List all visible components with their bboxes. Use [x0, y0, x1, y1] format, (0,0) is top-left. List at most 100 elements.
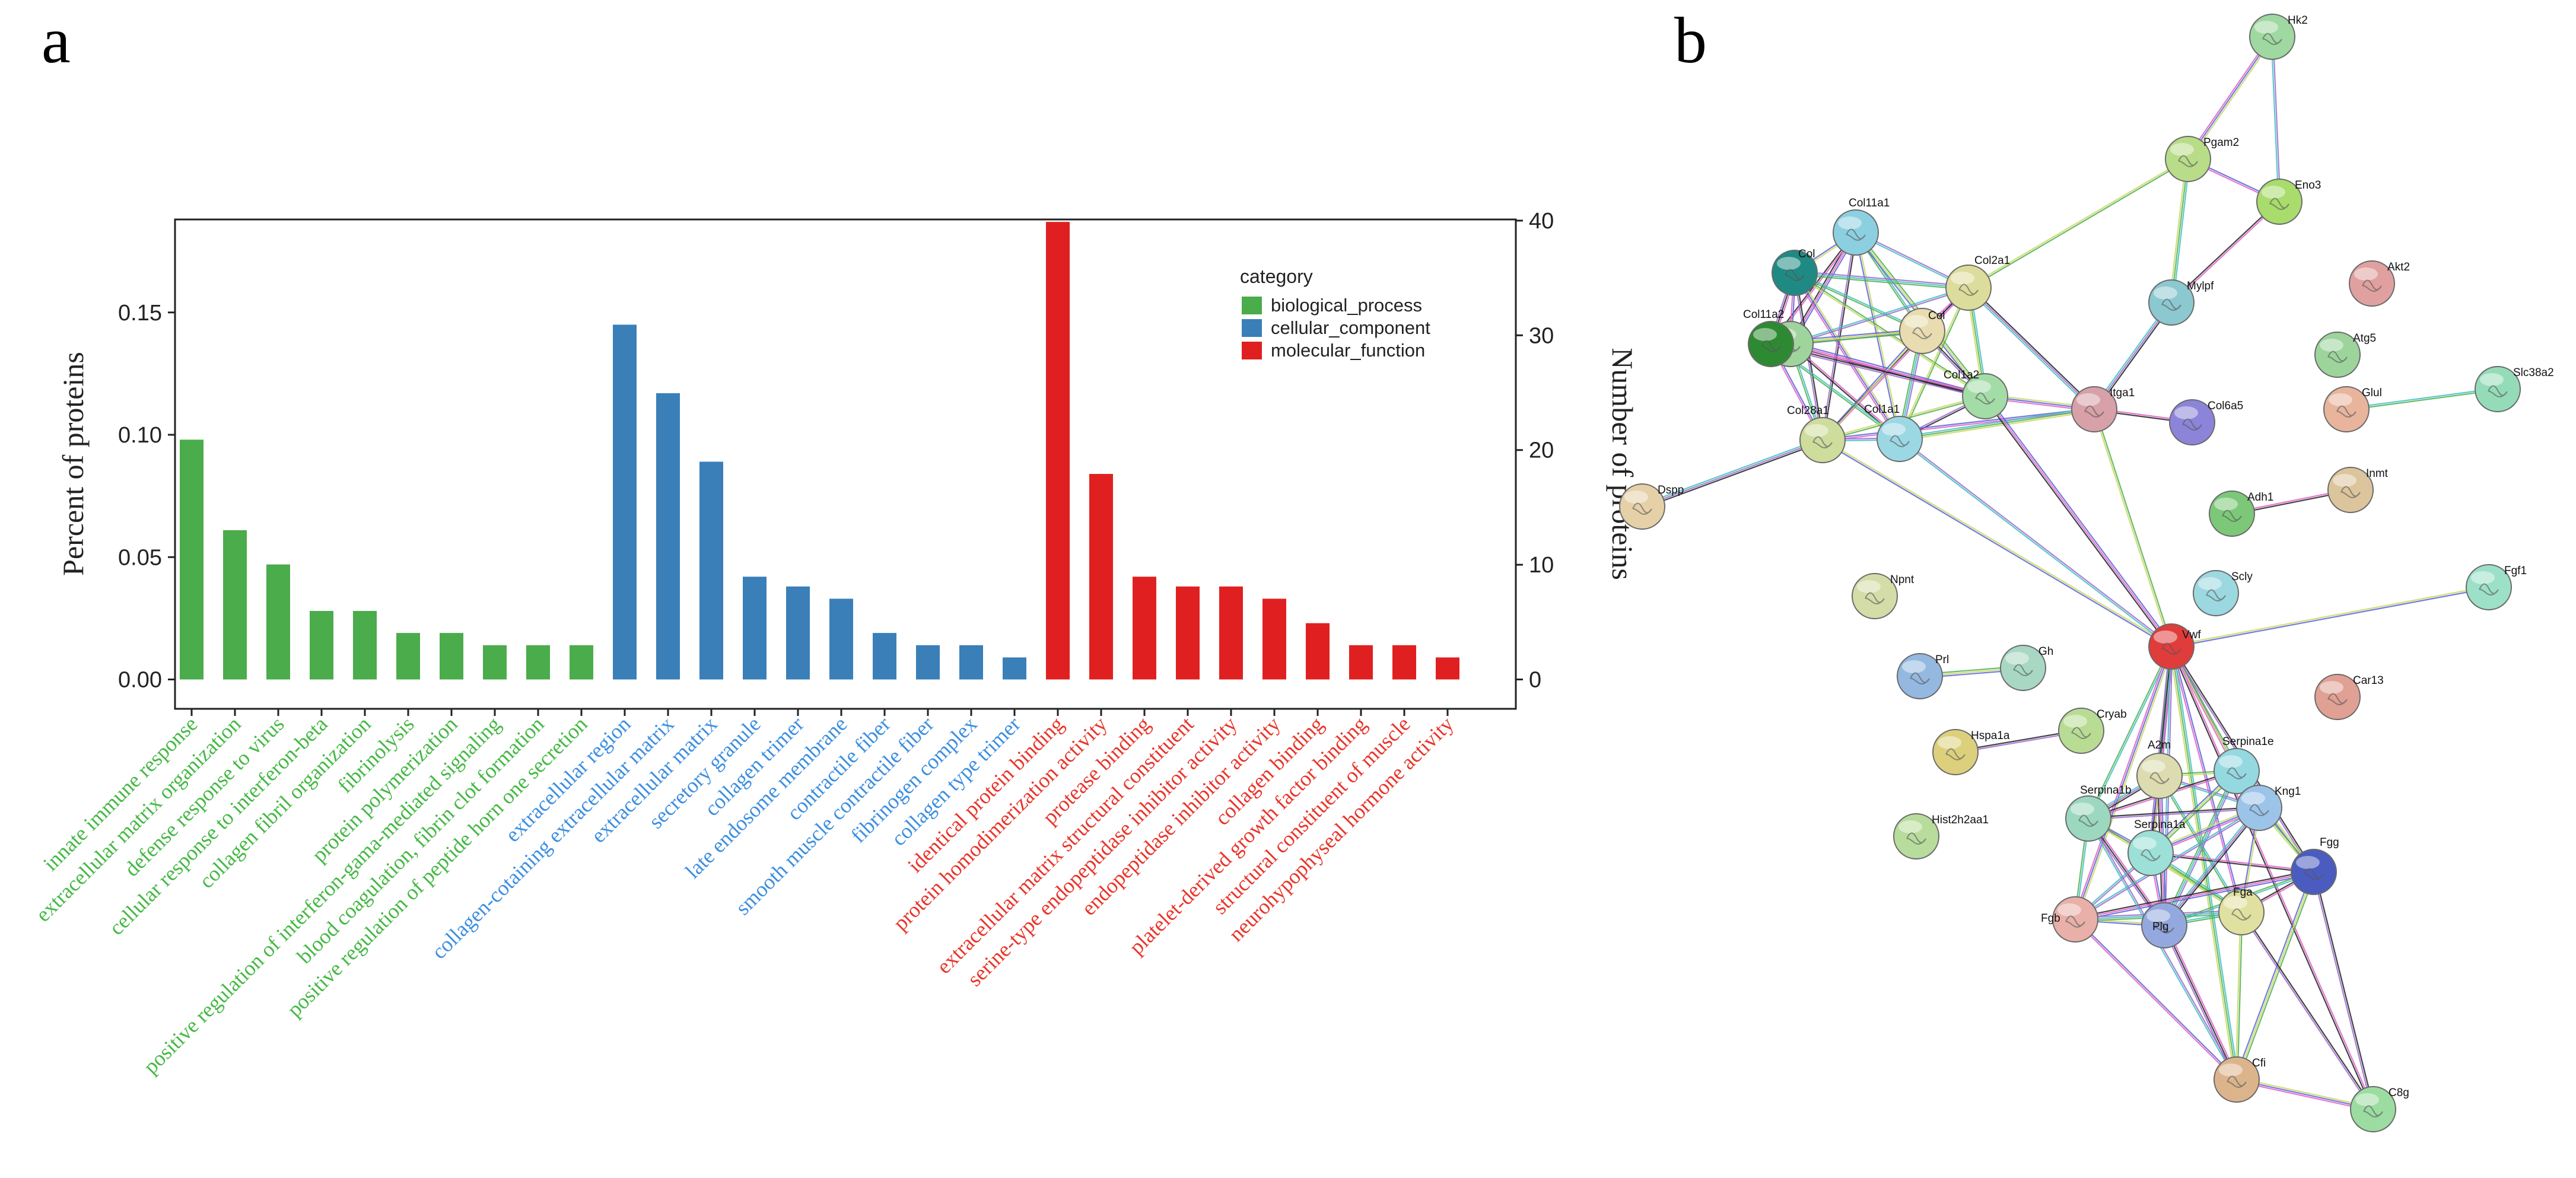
node-highlight — [2057, 903, 2081, 916]
node-structure-glyph — [1865, 592, 1885, 604]
node-hk2: Hk2 — [2249, 14, 2308, 60]
edge-hk2-eno3 — [2270, 36, 2281, 202]
node-structure-glyph — [2227, 767, 2247, 779]
node-structure-glyph — [1910, 672, 1930, 684]
node-label: Kng1 — [2275, 785, 2301, 798]
bar-smooth-muscle-contractile-fiber — [916, 645, 940, 680]
node-label: A2m — [2148, 739, 2171, 752]
bar-positive-regulation-of-interferon-gama-mediated-signaling — [483, 645, 507, 680]
bar-collagen-trimer — [786, 586, 810, 680]
panel-a-letter: a — [42, 4, 71, 77]
node-structure-glyph — [2141, 849, 2161, 861]
edge-strand — [1794, 272, 1969, 289]
node-structure-glyph — [1785, 269, 1805, 281]
edge-col1a1-itga1 — [1899, 406, 2095, 442]
bar-collagen-binding — [1306, 623, 1330, 680]
edge-strand — [2092, 409, 2171, 647]
edge-vwf-cfi — [2168, 646, 2240, 1080]
edge-serpina1b-cfi — [2087, 817, 2238, 1081]
edge-strand — [2186, 35, 2272, 158]
node-structure-glyph — [2182, 418, 2202, 431]
y-tick-label: 0.15 — [118, 301, 162, 326]
node-highlight — [1624, 491, 1648, 504]
node-serpina1a: Serpina1a — [2127, 819, 2186, 876]
node-label: Atg5 — [2353, 332, 2376, 345]
edge-strand — [2171, 587, 2489, 648]
edge-strand — [2162, 770, 2236, 925]
edge-strand — [1642, 441, 1824, 509]
node-structure-glyph — [2363, 1105, 2383, 1117]
y-tick-label: 0.10 — [118, 423, 162, 448]
node-highlight — [2355, 1093, 2379, 1106]
y-tick-label: 0.00 — [118, 668, 162, 693]
edge-strand — [1795, 271, 1923, 331]
node-highlight — [2354, 268, 2378, 281]
node-structure-glyph — [1812, 436, 1833, 448]
edge-col-b-col28a1 — [1821, 330, 1923, 441]
node-highlight — [2198, 577, 2222, 590]
node-highlight — [2333, 474, 2356, 487]
edge-pgam2-col2a1 — [1967, 157, 2189, 289]
node-fgb: Fgb — [2041, 896, 2098, 943]
node-highlight — [2224, 896, 2247, 909]
edge-strand — [1900, 288, 1970, 440]
bar-extracellular-matrix-structural-constituent — [1176, 586, 1200, 680]
edge-strand — [1791, 343, 1901, 439]
node-prl: Prl — [1897, 653, 1949, 699]
edge-strand — [1968, 287, 2095, 410]
edge-col-a-col-b — [1793, 271, 1923, 333]
network-nodes: Hk2 Pgam2 Eno3 Mylpf Col11a1 Col Col2a1 Col11a2… — [1619, 14, 2554, 1132]
legend-swatch-biological-process — [1242, 297, 1262, 314]
edge-strand — [1900, 410, 2095, 442]
node-atg5: Atg5 — [2314, 332, 2376, 378]
bar-fibrinolysis — [396, 633, 420, 680]
edge-fgg-c8g — [2312, 871, 2375, 1110]
node-label: Col28a1 — [1787, 405, 1829, 417]
edge-strand — [2236, 1080, 2373, 1112]
node-label: Itga1 — [2110, 387, 2135, 399]
bar-defense-response-to-virus — [266, 564, 290, 680]
node-fgg: Fgg — [2291, 836, 2339, 895]
edge-glul-slc38a2 — [2346, 387, 2498, 411]
panel-b: b Hk2 Pgam2 Eno3 Mylpf Col11a1 Col Col2a1 Col11… — [1619, 4, 2554, 1132]
node-col2a1: Col2a1 — [1945, 254, 2010, 311]
edge-strand — [2162, 925, 2236, 1081]
bar-innate-immune-response — [180, 440, 203, 680]
node-structure-glyph — [2262, 33, 2282, 45]
edge-strand — [2074, 646, 2173, 920]
node-structure-glyph — [2362, 279, 2382, 292]
edge-strand — [2236, 1078, 2374, 1110]
node-structure-glyph — [2340, 486, 2361, 498]
edge-cfi-c8g — [2236, 1077, 2374, 1112]
plot-area-frame — [174, 218, 1517, 710]
node-label: Col — [1798, 248, 1815, 260]
edge-strand — [1794, 273, 1968, 291]
node-highlight — [2154, 286, 2177, 300]
node-structure-glyph — [2227, 1075, 2247, 1088]
edge-strand — [1795, 271, 1902, 438]
edge-strand — [1898, 439, 2171, 648]
node-col11a1: Col11a1 — [1833, 197, 1890, 256]
bar-extracellular-region — [613, 324, 637, 680]
node-label: Fgb — [2041, 912, 2060, 925]
edge-strand — [2075, 871, 2314, 921]
node-dspp: Dspp — [1619, 483, 1684, 530]
node-highlight — [2320, 681, 2343, 694]
edge-strand — [1791, 342, 1986, 396]
bar-contractile-fiber — [873, 633, 896, 680]
node-highlight — [2214, 498, 2238, 511]
edge-col2a1-col1a1 — [1898, 286, 1970, 440]
edge-strand — [1794, 272, 1900, 440]
node-highlight — [1838, 217, 1862, 230]
node-label: Col11a2 — [1743, 308, 1784, 321]
node-label: Prl — [1935, 654, 1949, 666]
node-highlight — [1898, 820, 1922, 833]
legend-label-molecular-function: molecular_function — [1271, 340, 1425, 361]
node-col-a: Col — [1772, 248, 1818, 296]
edge-strand — [1791, 288, 1969, 346]
node-label: Serpina1e — [2222, 736, 2274, 748]
edge-strand — [1823, 331, 1923, 441]
panel-a: a 0.00 0.05 0.10 0.15 0 10 20 30 40 innate immun… — [31, 4, 1639, 1078]
node-structure-glyph — [1890, 435, 1910, 447]
edge-strand — [1967, 157, 2188, 288]
